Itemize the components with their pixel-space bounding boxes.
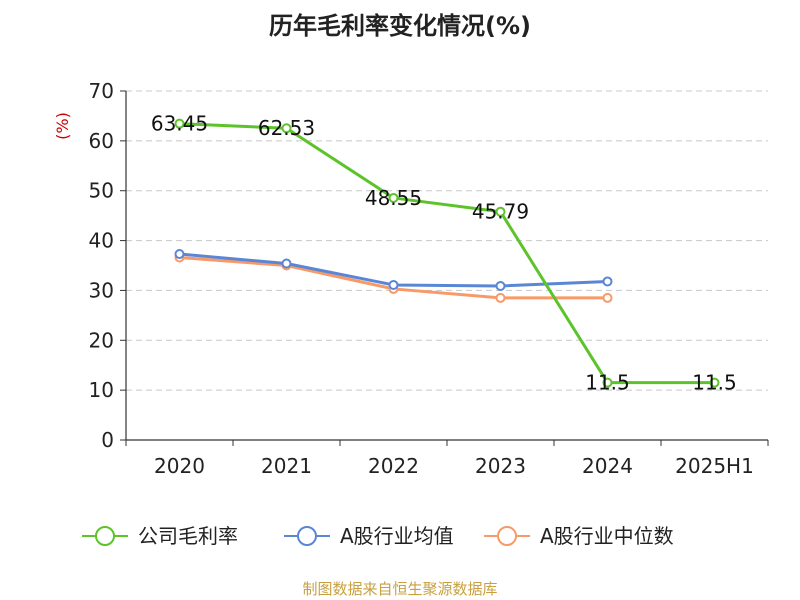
data-point-0-2022[interactable]	[388, 192, 399, 203]
legend-swatch-marker-0	[95, 526, 115, 546]
x-tick-label-2020: 2020	[154, 454, 205, 478]
data-point-2-2023[interactable]	[495, 292, 506, 303]
data-point-1-2021[interactable]	[281, 258, 292, 269]
data-point-0-2025H1[interactable]	[709, 377, 720, 388]
data-point-0-2021[interactable]	[281, 123, 292, 134]
data-label-2022: 48.55	[365, 186, 422, 210]
y-tick-label-50: 50	[89, 179, 114, 203]
y-tick-label-60: 60	[89, 129, 114, 153]
x-tick-label-2025H1: 2025H1	[675, 454, 754, 478]
data-label-2020: 63.45	[151, 112, 208, 136]
x-tick-label-2023: 2023	[475, 454, 526, 478]
data-point-0-2020[interactable]	[174, 118, 185, 129]
legend-swatch-marker-2	[497, 526, 517, 546]
data-point-0-2023[interactable]	[495, 206, 506, 217]
x-axis-ticks: 2020 2021 2022 2023 2024 2025H1	[125, 440, 769, 478]
axes	[125, 91, 768, 441]
grid-lines	[126, 90, 768, 391]
data-label-2023: 45.79	[472, 200, 529, 224]
x-tick-label-2024: 2024	[582, 454, 633, 478]
legend-label-0: 公司毛利率	[138, 524, 238, 548]
source-note: 制图数据来自恒生聚源数据库	[302, 580, 497, 598]
legend[interactable]: 公司毛利率 A股行业均值 A股行业中位数	[82, 524, 674, 548]
legend-item-1[interactable]: A股行业均值	[284, 524, 454, 548]
data-label-2021: 62.53	[258, 116, 315, 140]
y-axis-ticks: 0 10 20 30 40 50 60 70	[89, 79, 126, 452]
y-axis-unit: (%)	[53, 112, 72, 140]
data-point-0-2024[interactable]	[602, 377, 613, 388]
legend-label-2: A股行业中位数	[540, 524, 674, 548]
data-point-1-2020[interactable]	[174, 249, 185, 260]
x-tick-label-2021: 2021	[261, 454, 312, 478]
data-label-2025H1: 11.5	[692, 371, 737, 395]
y-tick-label-30: 30	[89, 278, 114, 302]
data-point-1-2023[interactable]	[495, 280, 506, 291]
series-line-0	[179, 122, 715, 385]
chart-title: 历年毛利率变化情况(%)	[269, 12, 531, 40]
y-tick-label-20: 20	[89, 328, 114, 352]
data-label-2024: 11.5	[585, 371, 630, 395]
y-tick-label-40: 40	[89, 229, 114, 253]
legend-label-1: A股行业均值	[340, 524, 454, 548]
series-group	[174, 118, 720, 388]
legend-swatch-marker-1	[297, 526, 317, 546]
y-tick-label-10: 10	[89, 378, 114, 402]
data-point-1-2024[interactable]	[602, 276, 613, 287]
data-point-2-2024[interactable]	[602, 292, 613, 303]
x-tick-label-2022: 2022	[368, 454, 419, 478]
y-tick-label-0: 0	[101, 428, 114, 452]
legend-item-0[interactable]: 公司毛利率	[82, 524, 238, 548]
data-point-1-2022[interactable]	[388, 279, 399, 290]
data-labels: 63.45 62.53 48.55 45.79 11.5 11.5	[151, 112, 737, 395]
y-tick-label-70: 70	[89, 79, 114, 103]
legend-item-2[interactable]: A股行业中位数	[484, 524, 674, 548]
